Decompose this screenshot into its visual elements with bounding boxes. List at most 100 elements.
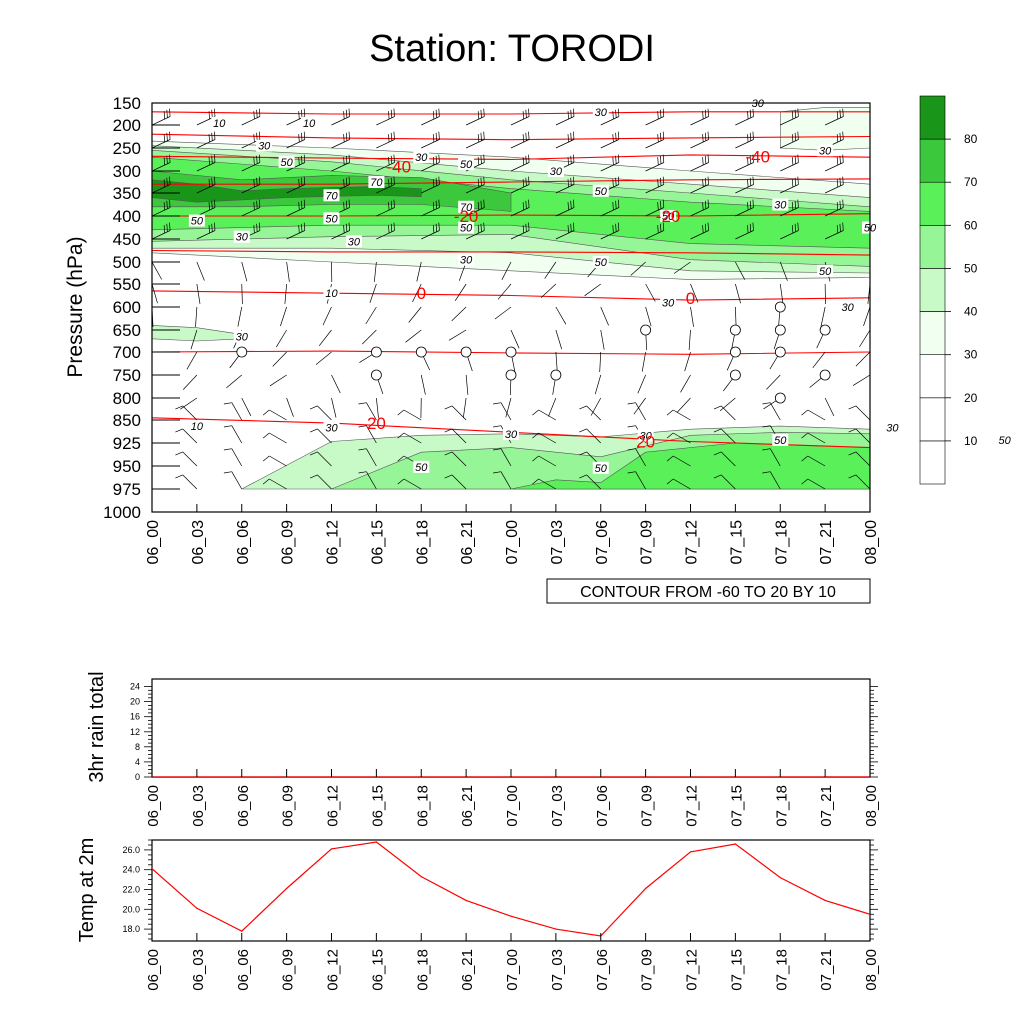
wind-barb-flag <box>388 225 390 234</box>
rh-contour-label: 50 <box>662 211 675 223</box>
wind-barb-flag <box>839 109 841 118</box>
wind-barb <box>231 471 243 490</box>
wind-barb-flag <box>477 134 480 143</box>
pressure-tick-label: 400 <box>113 207 141 226</box>
rh-band-80 <box>152 179 422 203</box>
calm-marker <box>774 346 786 358</box>
wind-barb-flag <box>615 155 617 164</box>
rh-contour-label: 30 <box>236 232 249 244</box>
temp-contour-line <box>152 213 870 217</box>
temp-y-tick-label: 20.0 <box>122 904 140 914</box>
wind-barb <box>538 455 557 467</box>
wind-barb-flag <box>747 202 749 211</box>
temp-x-axis: 06_00 06_03 06_06 06_09 06_12 06_15 06_18 06_21… <box>145 933 880 991</box>
wind-barb <box>555 139 575 149</box>
wind-barb-flag <box>528 176 530 185</box>
wind-barb-flag <box>345 223 348 232</box>
wind-barb <box>376 184 395 194</box>
wind-barb-flag <box>358 471 367 474</box>
wind-barb-flag <box>435 223 438 232</box>
rh-label-bg <box>323 212 340 225</box>
wind-barb <box>269 478 287 490</box>
wind-barb <box>555 207 575 217</box>
wind-barb <box>317 474 332 490</box>
wind-barb <box>645 306 652 327</box>
wind-barb-flag <box>749 109 752 118</box>
wind-barb <box>152 283 158 304</box>
wind-barb-flag <box>839 200 841 209</box>
rh-label-bg <box>547 165 564 177</box>
wind-barb-flag <box>839 155 841 164</box>
wind-barb <box>600 329 605 350</box>
wind-barb <box>286 397 294 417</box>
wind-barb <box>286 162 305 172</box>
wind-barb <box>538 432 557 444</box>
rh-contour-label: 30 <box>841 302 854 314</box>
wind-barb <box>405 329 422 343</box>
wind-barb-flag <box>298 179 300 188</box>
wind-barb-flag <box>299 89 300 97</box>
pressure-tick-label: 800 <box>113 389 141 408</box>
wind-barb <box>421 184 440 194</box>
rh-contour-label: 50 <box>415 462 428 474</box>
rh-label-bg <box>413 460 430 473</box>
wind-barb-flag <box>753 87 754 95</box>
wind-barb-flag <box>358 402 367 405</box>
wind-barb-flag <box>762 471 771 474</box>
pressure-tick-label: 350 <box>113 184 141 203</box>
wind-barb-flag <box>579 474 587 479</box>
wind-barb <box>315 351 332 365</box>
wind-barb-flag <box>836 225 839 234</box>
time-tick-label: 07_21 <box>818 520 835 565</box>
wind-barb-flag <box>848 428 857 433</box>
wind-barb-flag <box>388 157 390 166</box>
wind-barb <box>286 103 288 104</box>
wind-barb <box>376 230 395 240</box>
wind-barb-flag <box>432 134 435 143</box>
rh-contour-label: 30 <box>460 255 473 267</box>
wind-barb <box>196 184 216 194</box>
time-tick-label: 06_03 <box>190 949 207 991</box>
time-tick-label: 07_09 <box>639 949 656 991</box>
wind-barb-flag <box>253 111 255 120</box>
rh-label-bg <box>660 210 677 222</box>
temp-contour-label: -20 <box>454 207 479 226</box>
wind-barb <box>735 162 754 172</box>
wind-barb-flag <box>345 200 348 209</box>
pressure-tick-label: 975 <box>113 480 141 499</box>
wind-barb <box>780 230 799 240</box>
wind-barb-flag <box>525 200 527 209</box>
rh-contour-label: 10 <box>213 118 226 130</box>
wind-barb-flag <box>843 87 844 95</box>
time-tick-label: 07_00 <box>504 785 521 827</box>
wind-barb-flag <box>444 474 453 479</box>
wind-barb-flag <box>435 177 438 186</box>
wind-barb-flag <box>528 131 530 140</box>
wind-barb-flag <box>612 179 614 188</box>
wind-barb <box>735 261 746 280</box>
wind-barb-flag <box>214 176 216 185</box>
wind-barb-flag <box>493 402 502 405</box>
time-tick-label: 06_12 <box>325 949 342 991</box>
wind-barb <box>780 103 782 104</box>
wind-barb-flag <box>749 200 752 209</box>
wind-barb <box>769 448 781 467</box>
wind-barb-flag <box>303 131 306 140</box>
wind-barb <box>366 425 377 444</box>
wind-barb-flag <box>618 87 619 95</box>
wind-barb-flag <box>794 109 797 118</box>
wind-barb <box>824 116 844 126</box>
wind-barb <box>645 162 664 172</box>
wind-barb <box>451 451 467 467</box>
wind-barb <box>241 261 248 282</box>
wind-barb <box>454 283 467 301</box>
wind-barb <box>318 329 332 347</box>
wind-barb-flag <box>839 132 841 141</box>
wind-barb-flag <box>304 87 305 95</box>
wind-barb <box>317 428 332 444</box>
wind-barb-flag <box>657 179 659 188</box>
wind-barb-flag <box>570 177 572 186</box>
wind-barb-flag <box>256 132 258 141</box>
wind-barb-flag <box>258 108 261 117</box>
rh-contour-label: 50 <box>998 435 1011 447</box>
